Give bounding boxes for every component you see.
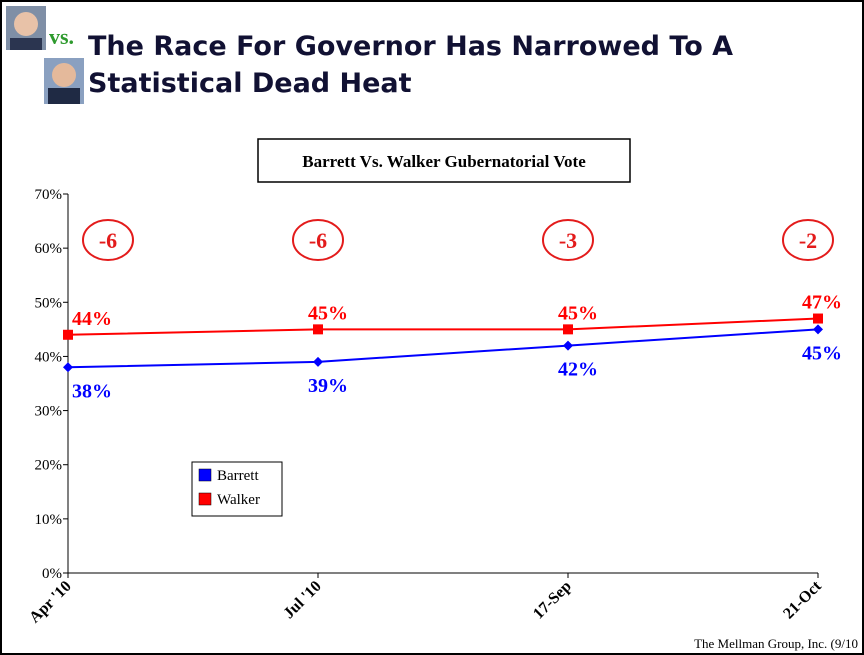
legend-swatch (198, 468, 212, 482)
data-label: 44% (72, 308, 112, 330)
annotation: -6 (309, 228, 327, 253)
annotation-circle (542, 219, 594, 261)
chart-title: Barrett Vs. Walker Gubernatorial Vote (302, 152, 586, 171)
data-label: 47% (802, 292, 842, 314)
point (813, 313, 823, 324)
point (63, 362, 73, 373)
data-label: 38% (72, 380, 112, 402)
point (63, 329, 73, 340)
y-tick-label: 30% (35, 404, 63, 420)
photo-right (44, 58, 84, 104)
legend: Barrett Walker (191, 461, 283, 517)
y-tick-label: 0% (42, 566, 62, 582)
annotation: -6 (99, 228, 117, 253)
annotation-circle (82, 219, 134, 261)
data-label: 42% (558, 359, 598, 381)
series-line (67, 317, 819, 336)
annotation-circle (782, 219, 834, 261)
y-tick-label: 40% (35, 349, 63, 365)
vs-label: vs. (49, 24, 74, 49)
y-tick-label: 20% (35, 458, 63, 474)
y-tick-label: 60% (35, 241, 63, 257)
legend-swatch (198, 492, 212, 506)
photo-left (6, 6, 46, 50)
slide-title: The Race For Governor Has Narrowed To A (88, 31, 733, 62)
point (563, 324, 573, 335)
y-tick-label: 10% (35, 512, 63, 528)
source-note: The Mellman Group, Inc. (9/10 (694, 636, 858, 651)
legend-label: Barrett (217, 468, 259, 484)
data-label: 45% (558, 302, 598, 324)
y-tick-label: 50% (35, 295, 63, 311)
data-label: 45% (308, 302, 348, 324)
legend-label: Walker (217, 492, 260, 508)
annotation-circle (292, 219, 344, 261)
point (813, 324, 823, 335)
annotation: -3 (559, 228, 577, 253)
data-label: 39% (308, 375, 348, 397)
slide-title: Statistical Dead Heat (88, 68, 412, 99)
point (313, 324, 323, 335)
annotation: -2 (799, 228, 817, 253)
data-label: 45% (802, 342, 842, 364)
point (313, 356, 323, 367)
chart-title-box (257, 138, 631, 183)
point (563, 340, 573, 351)
series-line (67, 328, 819, 369)
y-tick-label: 70% (35, 187, 63, 203)
